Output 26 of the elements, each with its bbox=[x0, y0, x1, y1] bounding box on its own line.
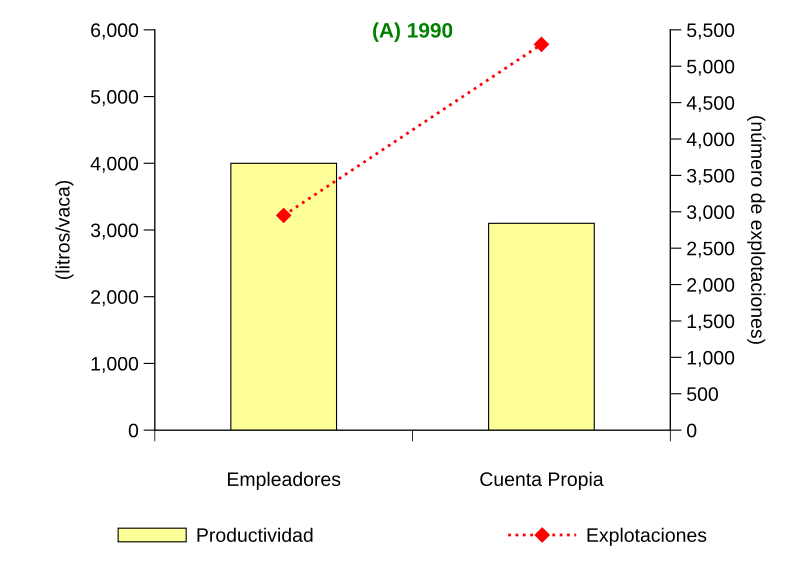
x-tick-label: Empleadores bbox=[228, 472, 340, 490]
y2-tick-label: 2,500 bbox=[687, 242, 734, 258]
y2-tick-label: 5,500 bbox=[687, 23, 734, 40]
y2-axis-title: (número de explotaciones) bbox=[747, 116, 766, 344]
y-tick-label: 6,000 bbox=[91, 23, 138, 40]
legend-label: Productividad bbox=[198, 528, 312, 542]
y-tick-label: 0 bbox=[128, 424, 138, 438]
legend-label: Explotaciones bbox=[588, 528, 706, 546]
x-tick-label: Cuenta Propia bbox=[480, 472, 604, 490]
y-tick-label: 1,000 bbox=[92, 356, 138, 373]
y2-tick-label: 0 bbox=[687, 424, 696, 438]
y2-tick-label: 1,000 bbox=[688, 350, 734, 367]
y-tick-label: 3,000 bbox=[90, 223, 138, 240]
y2-tick-label: 4,500 bbox=[686, 96, 734, 112]
y2-tick-label: 3,500 bbox=[687, 168, 734, 185]
y2-tick-label: 5,000 bbox=[687, 60, 734, 76]
y2-tick-label: 1,500 bbox=[688, 314, 734, 330]
chart-title: (A) 1990 bbox=[373, 22, 452, 42]
y2-tick-label: 2,000 bbox=[687, 278, 734, 294]
y-tick-label: 2,000 bbox=[91, 290, 138, 306]
y-axis-title: (litros/vaca) bbox=[55, 180, 74, 280]
y2-tick-label: 4,000 bbox=[686, 132, 734, 149]
y-tick-label: 5,000 bbox=[90, 90, 138, 106]
y2-tick-label: 3,000 bbox=[687, 205, 734, 222]
y2-tick-label: 500 bbox=[687, 387, 718, 401]
y-tick-label: 4,000 bbox=[90, 156, 138, 173]
